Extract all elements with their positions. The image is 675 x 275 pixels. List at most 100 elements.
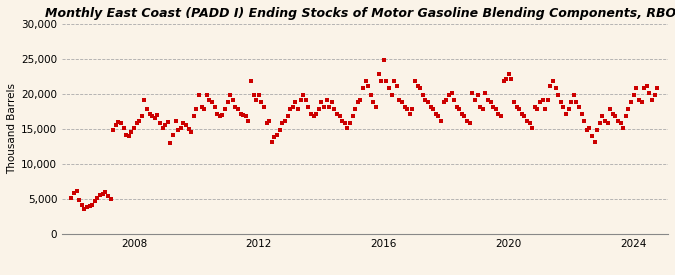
Point: [584, 125, 595, 130]
Point: [167, 132, 178, 137]
Point: [97, 192, 108, 196]
Point: [319, 104, 329, 109]
Point: [215, 114, 225, 119]
Point: [556, 100, 566, 104]
Point: [485, 100, 496, 104]
Point: [240, 114, 251, 119]
Point: [532, 107, 543, 111]
Point: [493, 111, 504, 116]
Point: [337, 118, 348, 123]
Point: [163, 120, 173, 124]
Point: [326, 100, 337, 104]
Point: [105, 197, 116, 201]
Point: [616, 121, 626, 125]
Point: [110, 123, 121, 128]
Point: [470, 97, 481, 102]
Point: [331, 111, 342, 116]
Point: [535, 100, 545, 104]
Point: [92, 195, 103, 200]
Point: [251, 97, 262, 102]
Point: [571, 100, 582, 104]
Point: [100, 190, 111, 194]
Point: [483, 97, 493, 102]
Point: [540, 107, 551, 111]
Point: [222, 100, 233, 104]
Point: [365, 93, 376, 98]
Point: [459, 114, 470, 119]
Point: [303, 104, 314, 109]
Point: [248, 93, 259, 98]
Point: [397, 100, 408, 104]
Point: [194, 93, 205, 98]
Point: [488, 104, 499, 109]
Point: [467, 90, 478, 95]
Point: [183, 127, 194, 131]
Point: [644, 90, 655, 95]
Point: [568, 93, 579, 98]
Point: [506, 76, 517, 81]
Point: [321, 97, 332, 102]
Point: [383, 86, 394, 90]
Point: [225, 93, 236, 98]
Point: [602, 121, 613, 125]
Point: [149, 116, 160, 121]
Point: [574, 104, 585, 109]
Point: [355, 97, 366, 102]
Point: [295, 97, 306, 102]
Point: [87, 202, 98, 207]
Point: [490, 107, 501, 111]
Point: [308, 114, 319, 119]
Point: [352, 100, 363, 104]
Point: [347, 114, 358, 119]
Point: [126, 130, 137, 135]
Point: [144, 111, 155, 116]
Point: [545, 83, 556, 88]
Point: [285, 107, 296, 111]
Point: [410, 79, 421, 84]
Point: [246, 79, 256, 84]
Point: [373, 72, 384, 76]
Point: [501, 76, 512, 81]
Point: [446, 90, 457, 95]
Point: [155, 121, 165, 125]
Point: [537, 97, 548, 102]
Point: [441, 97, 452, 102]
Point: [381, 79, 392, 84]
Point: [219, 107, 230, 111]
Point: [623, 107, 634, 111]
Point: [340, 121, 350, 125]
Point: [399, 104, 410, 109]
Point: [350, 107, 360, 111]
Point: [233, 107, 244, 111]
Point: [128, 125, 139, 130]
Point: [389, 79, 400, 84]
Point: [345, 121, 356, 125]
Point: [199, 107, 210, 111]
Point: [379, 58, 389, 62]
Point: [376, 79, 387, 84]
Point: [360, 79, 371, 84]
Point: [526, 125, 537, 130]
Point: [108, 128, 119, 133]
Point: [191, 107, 202, 111]
Point: [576, 111, 587, 116]
Point: [277, 121, 288, 125]
Point: [142, 107, 153, 111]
Point: [292, 107, 303, 111]
Point: [178, 121, 189, 125]
Point: [477, 107, 488, 111]
Point: [329, 107, 340, 111]
Point: [279, 118, 290, 123]
Point: [136, 114, 147, 119]
Point: [454, 107, 464, 111]
Point: [443, 93, 454, 98]
Point: [368, 100, 379, 104]
Point: [504, 72, 514, 76]
Point: [597, 114, 608, 119]
Point: [587, 134, 597, 138]
Point: [435, 118, 446, 123]
Point: [634, 97, 645, 102]
Point: [631, 86, 642, 90]
Point: [495, 114, 506, 119]
Point: [243, 118, 254, 123]
